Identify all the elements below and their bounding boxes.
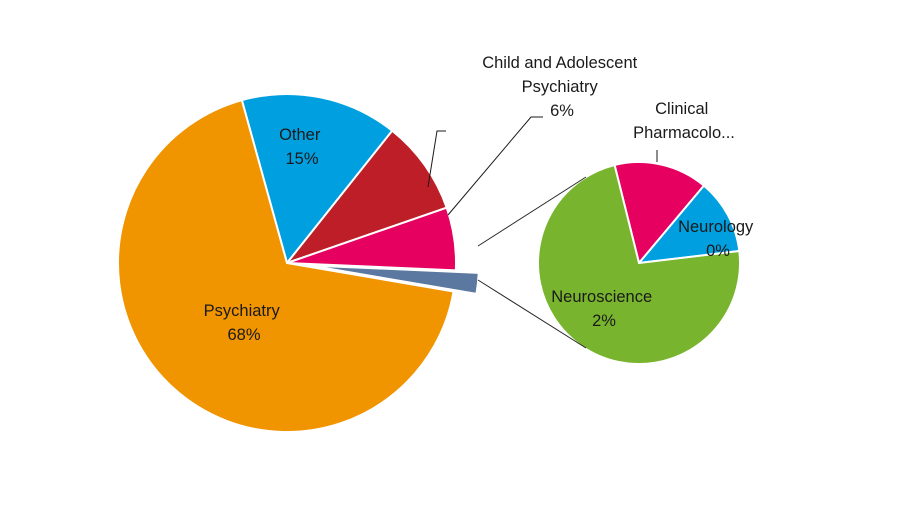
label-neurology: Neurology 0%	[678, 218, 758, 260]
connector-lower	[477, 279, 587, 349]
slice-child	[286, 206, 457, 272]
label-neuroscience-percent: 2%	[592, 312, 616, 330]
slice-grouped	[309, 264, 480, 296]
label-neuroscience: Neuroscience 2%	[551, 288, 656, 330]
label-psychiatry-name: Psychiatry	[204, 302, 281, 320]
label-child-line-1: Child and Adolescent	[482, 54, 637, 72]
label-clinical-pharmacology: Clinical Pharmacolo...	[633, 100, 735, 142]
label-child-percent: 6%	[550, 102, 574, 120]
secondary-slice-neurology	[636, 184, 741, 265]
connector-upper	[477, 176, 587, 247]
label-psychiatry: Psychiatry 68%	[204, 302, 285, 344]
label-other-name: Other	[279, 126, 321, 144]
secondary-slice-neuroscience	[537, 163, 741, 365]
secondary-pie	[537, 161, 741, 365]
pie-connectors	[477, 176, 587, 349]
secondary-slice-clinical	[613, 161, 706, 266]
label-neuroscience-name: Neuroscience	[551, 288, 652, 306]
slice-other	[240, 93, 394, 266]
label-clinical-line-1: Clinical	[655, 100, 708, 118]
label-other-percent: 15%	[285, 150, 318, 168]
leader-lines	[427, 116, 658, 216]
label-clinical-line-2: Pharmacolo...	[633, 124, 735, 142]
label-neurology-name: Neurology	[678, 218, 754, 236]
label-child-adolescent-psychiatry: Child and Adolescent Psychiatry 6%	[482, 54, 642, 120]
label-other: Other 15%	[279, 126, 325, 168]
label-child-line-2: Psychiatry	[522, 78, 599, 96]
leader-unlabeled	[427, 130, 446, 188]
data-labels: Other 15% Psychiatry 68% Child and Adole…	[204, 54, 758, 344]
slice-psychiatry	[117, 98, 455, 434]
leader-child-adolescent	[447, 116, 543, 216]
main-pie	[117, 93, 480, 434]
slice-unlabeled	[284, 129, 448, 266]
label-neurology-percent: 0%	[706, 242, 730, 260]
label-psychiatry-percent: 68%	[227, 326, 260, 344]
